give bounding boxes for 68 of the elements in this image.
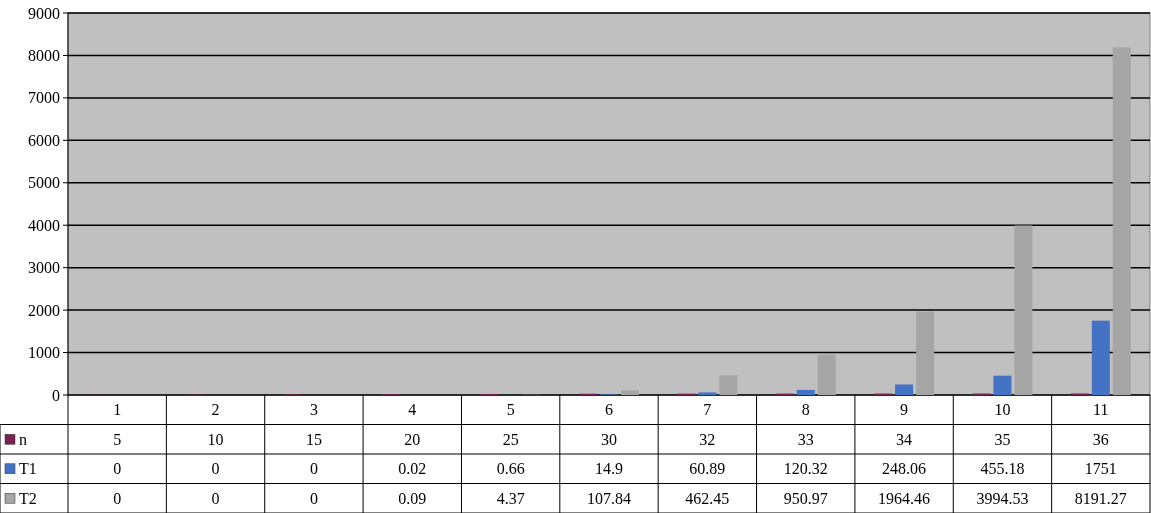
x-tick-label: 5: [506, 401, 515, 419]
x-tick-label: 7: [703, 401, 712, 419]
data-label: 10: [207, 430, 224, 448]
data-label: 4.37: [496, 489, 525, 507]
data-label: 14.9: [595, 460, 623, 478]
data-label: 25: [502, 430, 519, 448]
y-tick-label: 9000: [28, 4, 60, 22]
bar: [1112, 47, 1131, 395]
data-label: 32: [699, 430, 716, 448]
data-label: 5: [113, 430, 122, 448]
x-tick-label: 1: [113, 401, 122, 419]
bar: [1014, 225, 1033, 395]
x-tick-label: 4: [408, 401, 417, 419]
bar: [621, 390, 639, 395]
data-label: 0.66: [496, 460, 525, 478]
data-label: 8191.27: [1074, 489, 1127, 507]
data-label: 34: [896, 430, 913, 448]
data-label: 60.89: [689, 460, 726, 478]
bar: [895, 384, 914, 395]
y-tick-label: 0: [52, 386, 60, 404]
x-tick-label: 11: [1093, 401, 1109, 419]
data-label: 455.18: [980, 460, 1025, 478]
data-label: 1964.46: [878, 489, 931, 507]
data-label: 248.06: [882, 460, 927, 478]
data-label: 0: [309, 489, 318, 507]
data-label: 35: [994, 430, 1011, 448]
x-tick-label: 3: [309, 401, 318, 419]
y-tick-label: 5000: [28, 174, 60, 192]
y-tick-label: 4000: [28, 216, 60, 234]
data-label: 30: [601, 430, 617, 448]
data-label: 0: [211, 489, 220, 507]
data-label: 0: [113, 460, 122, 478]
data-label: 120.32: [783, 460, 828, 478]
bar: [1091, 320, 1110, 395]
bar: [916, 311, 935, 395]
data-label: 15: [305, 430, 322, 448]
data-label: 1751: [1084, 460, 1117, 478]
data-label: 0: [309, 460, 318, 478]
data-label: 0: [113, 489, 122, 507]
bar: [817, 354, 836, 395]
data-label: 107.84: [587, 489, 631, 507]
bar: [698, 392, 717, 395]
y-tick-label: 6000: [28, 131, 60, 149]
y-tick-label: 3000: [28, 259, 60, 277]
legend-label: n: [19, 430, 27, 448]
y-tick-label: 8000: [28, 47, 60, 65]
y-tick-label: 7000: [28, 89, 60, 107]
x-tick-label: 9: [900, 401, 909, 419]
x-tick-label: 6: [605, 401, 613, 419]
bar: [796, 389, 815, 395]
data-label: 0.09: [398, 489, 427, 507]
data-label: 462.45: [685, 489, 730, 507]
data-label: 0.02: [398, 460, 427, 478]
bar: [993, 375, 1012, 395]
data-label: 33: [797, 430, 814, 448]
data-label: 20: [404, 430, 421, 448]
data-label: 0: [211, 460, 220, 478]
data-label: 3994.53: [976, 489, 1029, 507]
y-tick-label: 2000: [28, 301, 60, 319]
legend-label: T1: [19, 460, 37, 478]
x-tick-label: 2: [211, 401, 220, 419]
legend-label: T2: [19, 489, 37, 507]
x-tick-label: 8: [801, 401, 810, 419]
data-label: 36: [1092, 430, 1109, 448]
y-tick-label: 1000: [28, 344, 60, 362]
bar: [719, 375, 738, 395]
data-label: 950.97: [783, 489, 828, 507]
x-tick-label: 10: [994, 401, 1011, 419]
